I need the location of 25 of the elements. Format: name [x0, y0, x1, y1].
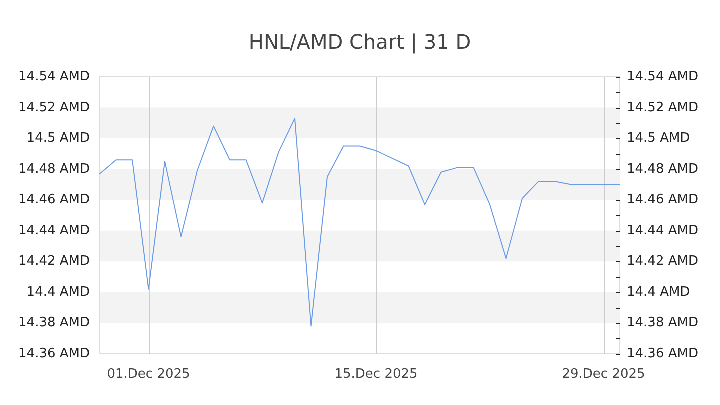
y2-tick-label: 14.5 AMD	[627, 131, 690, 146]
y-tick-label: 14.5 AMD	[26, 131, 90, 146]
y2-tick-label: 14.48 AMD	[627, 162, 698, 177]
y-tick-label: 14.42 AMD	[18, 254, 90, 270]
y2-tick-label: 14.44 AMD	[627, 223, 698, 238]
y2-tick-label: 14.38 AMD	[627, 316, 698, 331]
x-tick-label: 29.Dec 2025	[562, 367, 646, 382]
y-tick-label: 14.48 AMD	[18, 162, 90, 177]
y-tick-label: 14.52 AMD	[18, 100, 90, 116]
y-tick-label: 14.44 AMD	[18, 223, 90, 238]
y-tick-label: 14.46 AMD	[18, 192, 90, 208]
chart-title: HNL/AMD Chart | 31 D	[248, 30, 472, 54]
y2-tick-label: 14.4 AMD	[627, 284, 690, 300]
y-tick-label: 14.36 AMD	[18, 346, 90, 362]
y2-tick-label: 14.52 AMD	[627, 100, 698, 116]
line-series	[100, 118, 620, 327]
x-tick-label: 01.Dec 2025	[107, 367, 190, 382]
x-tick-label: 15.Dec 2025	[334, 367, 418, 382]
y2-tick-label: 14.46 AMD	[627, 192, 698, 208]
y-tick-label: 14.38 AMD	[18, 316, 90, 331]
y-tick-label: 14.4 AMD	[26, 284, 90, 300]
y2-tick-label: 14.54 AMD	[627, 70, 698, 84]
y2-tick-label: 14.36 AMD	[627, 346, 698, 362]
y-tick-label: 14.54 AMD	[18, 70, 90, 84]
y2-tick-label: 14.42 AMD	[627, 254, 698, 270]
